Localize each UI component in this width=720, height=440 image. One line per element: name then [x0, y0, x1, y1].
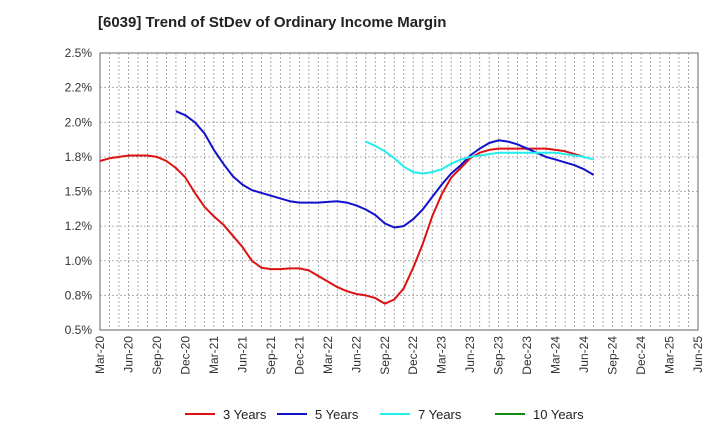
- y-tick-label: 1.5%: [65, 185, 93, 199]
- y-tick-label: 2.5%: [65, 46, 93, 60]
- y-tick-label: 1.2%: [65, 219, 93, 233]
- x-tick-label: Mar-21: [207, 336, 221, 374]
- x-tick-label: Jun-24: [577, 336, 591, 373]
- y-tick-label: 1.0%: [65, 254, 93, 268]
- x-tick-label: Jun-21: [235, 336, 249, 373]
- x-tick-label: Mar-22: [321, 336, 335, 374]
- y-tick-label: 0.8%: [65, 288, 93, 302]
- x-tick-label: Sep-20: [150, 336, 164, 375]
- x-tick-label: Dec-22: [406, 336, 420, 375]
- legend-label: 10 Years: [533, 407, 584, 422]
- y-tick-label: 1.8%: [65, 150, 93, 164]
- series-line-3-years: [99, 147, 585, 305]
- x-tick-label: Sep-22: [378, 336, 392, 375]
- x-tick-label: Sep-23: [492, 336, 506, 375]
- series-line-5-years: [175, 110, 595, 229]
- x-tick-label: Dec-23: [520, 336, 534, 375]
- legend-label: 7 Years: [418, 407, 462, 422]
- legend: 3 Years 5 Years 7 Years 10 Years: [185, 407, 584, 422]
- y-tick-label: 0.5%: [65, 323, 93, 337]
- x-tick-label: Dec-21: [292, 336, 306, 375]
- x-tick-label: Jun-20: [121, 336, 135, 373]
- x-tick-label: Jun-25: [691, 336, 705, 373]
- y-tick-label: 2.0%: [65, 115, 93, 129]
- y-axis-ticks: 0.5% 0.8% 1.0% 1.2% 1.5% 1.8% 2.0% 2.2% 2.5%: [65, 46, 93, 337]
- x-tick-label: Jun-23: [463, 336, 477, 373]
- chart-title: [6039] Trend of StDev of Ordinary Income…: [98, 14, 447, 31]
- x-axis-ticks: Mar-20 Jun-20 Sep-20 Dec-20 Mar-21 Jun-21 Sep-…: [93, 336, 705, 375]
- series-lines: [99, 110, 595, 305]
- y-tick-label: 2.2%: [65, 81, 93, 95]
- x-tick-label: Jun-22: [349, 336, 363, 373]
- series-line-7-years: [365, 140, 594, 175]
- x-tick-label: Mar-24: [549, 336, 563, 374]
- x-tick-label: Sep-24: [606, 336, 620, 375]
- x-tick-label: Dec-24: [634, 336, 648, 375]
- x-tick-label: Sep-21: [264, 336, 278, 375]
- x-tick-label: Mar-20: [93, 336, 107, 374]
- x-tick-label: Mar-25: [663, 336, 677, 374]
- x-tick-label: Dec-20: [178, 336, 192, 375]
- legend-label: 5 Years: [315, 407, 359, 422]
- legend-label: 3 Years: [223, 407, 267, 422]
- x-tick-label: Mar-23: [435, 336, 449, 374]
